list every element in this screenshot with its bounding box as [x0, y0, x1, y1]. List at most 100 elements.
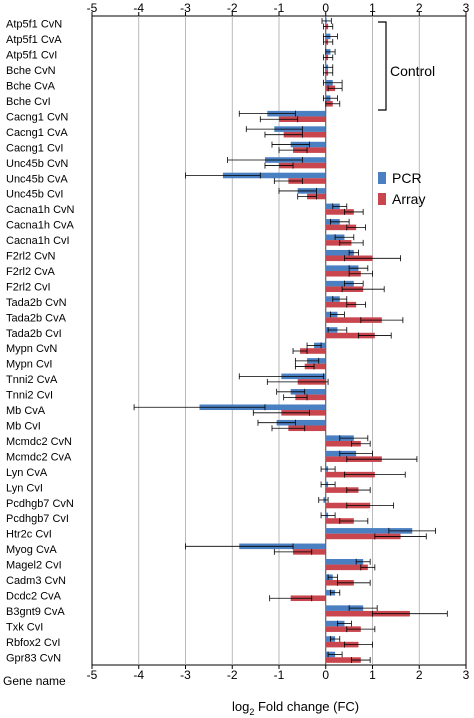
bar-array — [325, 209, 354, 215]
x-axis-label-prefix: log — [232, 699, 249, 714]
x-axis-label-sub: 2 — [249, 707, 254, 717]
category-label: B3gnt9 CvA — [6, 606, 65, 618]
category-label: Atp5f1 CvA — [6, 34, 62, 46]
category-axis-label: Gene name — [3, 674, 66, 688]
category-label: Cacng1 CvN — [6, 111, 68, 123]
bar-array — [325, 332, 375, 339]
category-label: Bche CvI — [6, 96, 51, 108]
category-label: Mb CvI — [6, 420, 41, 432]
control-annotation: Control — [390, 63, 435, 79]
bar-array — [325, 317, 382, 323]
legend-swatch-pcr — [378, 172, 386, 184]
category-label: Cacng1 CvA — [6, 127, 68, 139]
top-tick-label: 0 — [322, 1, 329, 15]
category-label: Cacng1 CvI — [6, 142, 63, 154]
bar-array — [300, 348, 326, 354]
top-tick-label: -5 — [87, 1, 98, 15]
category-label: Magel2 CvI — [6, 560, 62, 572]
category-label: Bche CvA — [6, 81, 56, 93]
bar-array — [279, 162, 326, 169]
top-tick-label: -2 — [227, 1, 238, 15]
category-label: Cacna1h CvA — [6, 220, 75, 232]
bottom-tick-labels: -5 -4 -3 -2 -1 0 1 2 3 — [87, 668, 470, 682]
category-label: Mb CvA — [6, 405, 46, 417]
bar-array — [325, 626, 361, 632]
category-label: Pcdhgb7 CvN — [6, 498, 74, 510]
bar-array — [325, 224, 357, 231]
category-label: Tnni2 CvA — [6, 374, 58, 386]
top-tick-label: 3 — [463, 1, 470, 15]
bottom-tick-label: -5 — [87, 668, 98, 682]
bar-array — [325, 487, 359, 493]
top-tick-label: 1 — [369, 1, 376, 15]
category-label: Atp5f1 CvI — [6, 50, 57, 62]
bottom-tick-label: -4 — [133, 668, 144, 682]
category-label: Cadm3 CvN — [6, 575, 66, 587]
category-label: F2rl2 CvA — [6, 266, 56, 278]
control-bracket: Control — [378, 21, 435, 111]
bar-array — [293, 147, 326, 153]
bar-pcr — [325, 558, 364, 565]
category-label: Tada2b CvA — [6, 312, 67, 324]
bar-pcr — [325, 265, 359, 271]
bar-array — [325, 440, 361, 447]
category-label: Unc45b CvI — [6, 189, 63, 201]
legend: PCR Array — [378, 170, 425, 207]
bottom-tick-label: 0 — [322, 668, 329, 682]
category-label: Pcdhgb7 CvI — [6, 513, 69, 525]
bar-pcr — [325, 620, 345, 627]
bar-array — [325, 610, 410, 617]
bar-array — [325, 240, 352, 246]
bar-array — [288, 425, 326, 432]
category-label: Htr2c CvI — [6, 529, 52, 541]
category-label: Myog CvA — [6, 544, 57, 556]
category-label: F2rl2 CvI — [6, 281, 51, 293]
category-label: Lyn CvI — [6, 482, 43, 494]
bar-pcr — [325, 249, 354, 256]
category-label: Rbfox2 CvI — [6, 637, 60, 649]
category-label: Mypn CvN — [6, 343, 57, 355]
bottom-tick-label: -1 — [274, 668, 285, 682]
legend-label-pcr: PCR — [392, 170, 422, 186]
bar-pcr — [325, 528, 413, 534]
top-tick-label: 2 — [416, 1, 423, 15]
category-label: Gpr83 CvN — [6, 652, 61, 664]
bottom-tick-label: 3 — [463, 668, 470, 682]
category-label: Cacna1h CvI — [6, 235, 70, 247]
category-label: F2rl2 CvN — [6, 251, 56, 263]
bar-pcr — [290, 389, 326, 395]
bar-array — [325, 564, 368, 571]
category-label: Dcdc2 CvA — [6, 590, 62, 602]
bars-layer — [133, 17, 448, 664]
category-label: Cacna1h CvN — [6, 204, 75, 216]
category-label: Mcmdc2 CvA — [6, 451, 72, 463]
x-axis-label-suffix: Fold change (FC) — [254, 699, 359, 714]
bar-pcr — [276, 419, 326, 426]
x-axis-label: log2 Fold change (FC) — [232, 699, 359, 717]
top-tick-labels: -5 -4 -3 -2 -1 0 1 2 3 — [87, 1, 470, 15]
category-label: Tada2b CvN — [6, 297, 67, 309]
top-tick-label: -4 — [133, 1, 144, 15]
bar-array — [325, 641, 359, 648]
category-label: Txk CvI — [6, 621, 43, 633]
bar-pcr — [267, 110, 326, 117]
bottom-tick-label: 2 — [416, 668, 423, 682]
bar-pcr — [325, 605, 364, 611]
bar-pcr — [222, 172, 326, 179]
category-labels: Atp5f1 CvN Atp5f1 CvA Atp5f1 CvI Bche CvN Bc… — [6, 19, 75, 665]
bottom-tick-label: -3 — [180, 668, 191, 682]
legend-label-array: Array — [392, 191, 425, 207]
bar-pcr — [325, 280, 354, 287]
bar-array — [288, 178, 326, 184]
top-tick-label: -1 — [274, 1, 285, 15]
bar-array — [325, 657, 361, 663]
bar-array — [304, 363, 326, 370]
category-label: Unc45b CvA — [6, 173, 68, 185]
bar-array — [325, 270, 361, 277]
bar-array — [279, 116, 326, 123]
category-label: Unc45b CvN — [6, 158, 68, 170]
category-label: Mcmdc2 CvN — [6, 436, 72, 448]
bar-array — [325, 301, 357, 308]
bar-array — [325, 533, 401, 540]
